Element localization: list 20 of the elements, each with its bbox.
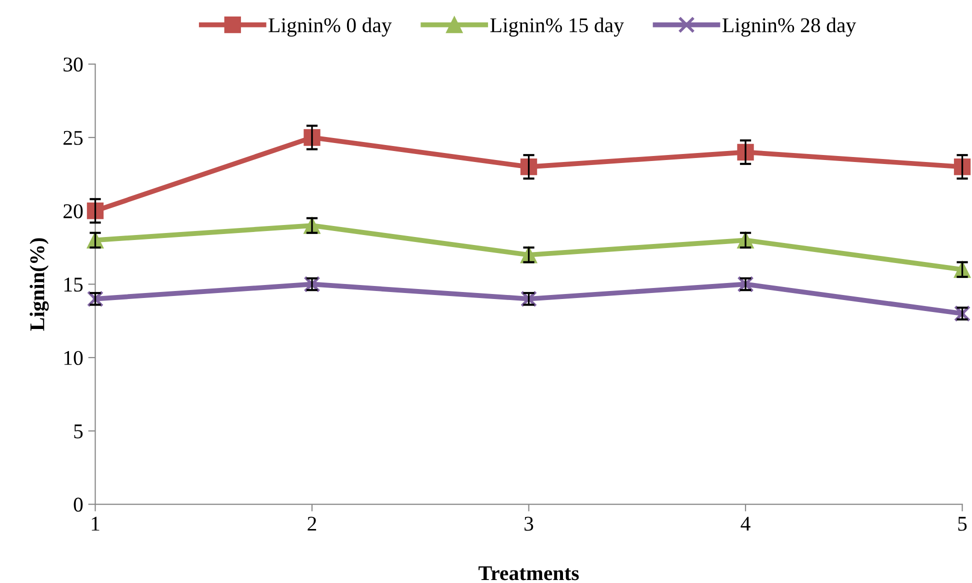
legend-label: Lignin% 0 day <box>268 18 392 37</box>
y-tick-label: 20 <box>64 204 83 218</box>
point <box>520 158 538 176</box>
y-tick-label: 0 <box>74 498 83 512</box>
point <box>954 158 971 176</box>
legend-label: Lignin% 15 day <box>490 18 624 37</box>
x-tick-label: 1 <box>92 516 100 531</box>
y-tick-label: 10 <box>64 350 83 366</box>
x-tick-label: 4 <box>740 516 750 531</box>
y-tick-label: 25 <box>64 130 83 145</box>
x-axis-title: Treatments <box>478 566 579 580</box>
x-tick-label: 3 <box>524 516 534 531</box>
x-tick-label: 2 <box>308 516 316 531</box>
point <box>86 202 104 220</box>
legend-label: Lignin% 28 day <box>722 18 856 37</box>
y-tick-label: 5 <box>74 424 83 438</box>
y-axis-title: Lignin(%) <box>30 238 49 331</box>
y-tick-label: 30 <box>64 58 83 72</box>
x-tick-label: 5 <box>958 516 967 531</box>
y-tick-label: 15 <box>64 278 83 292</box>
